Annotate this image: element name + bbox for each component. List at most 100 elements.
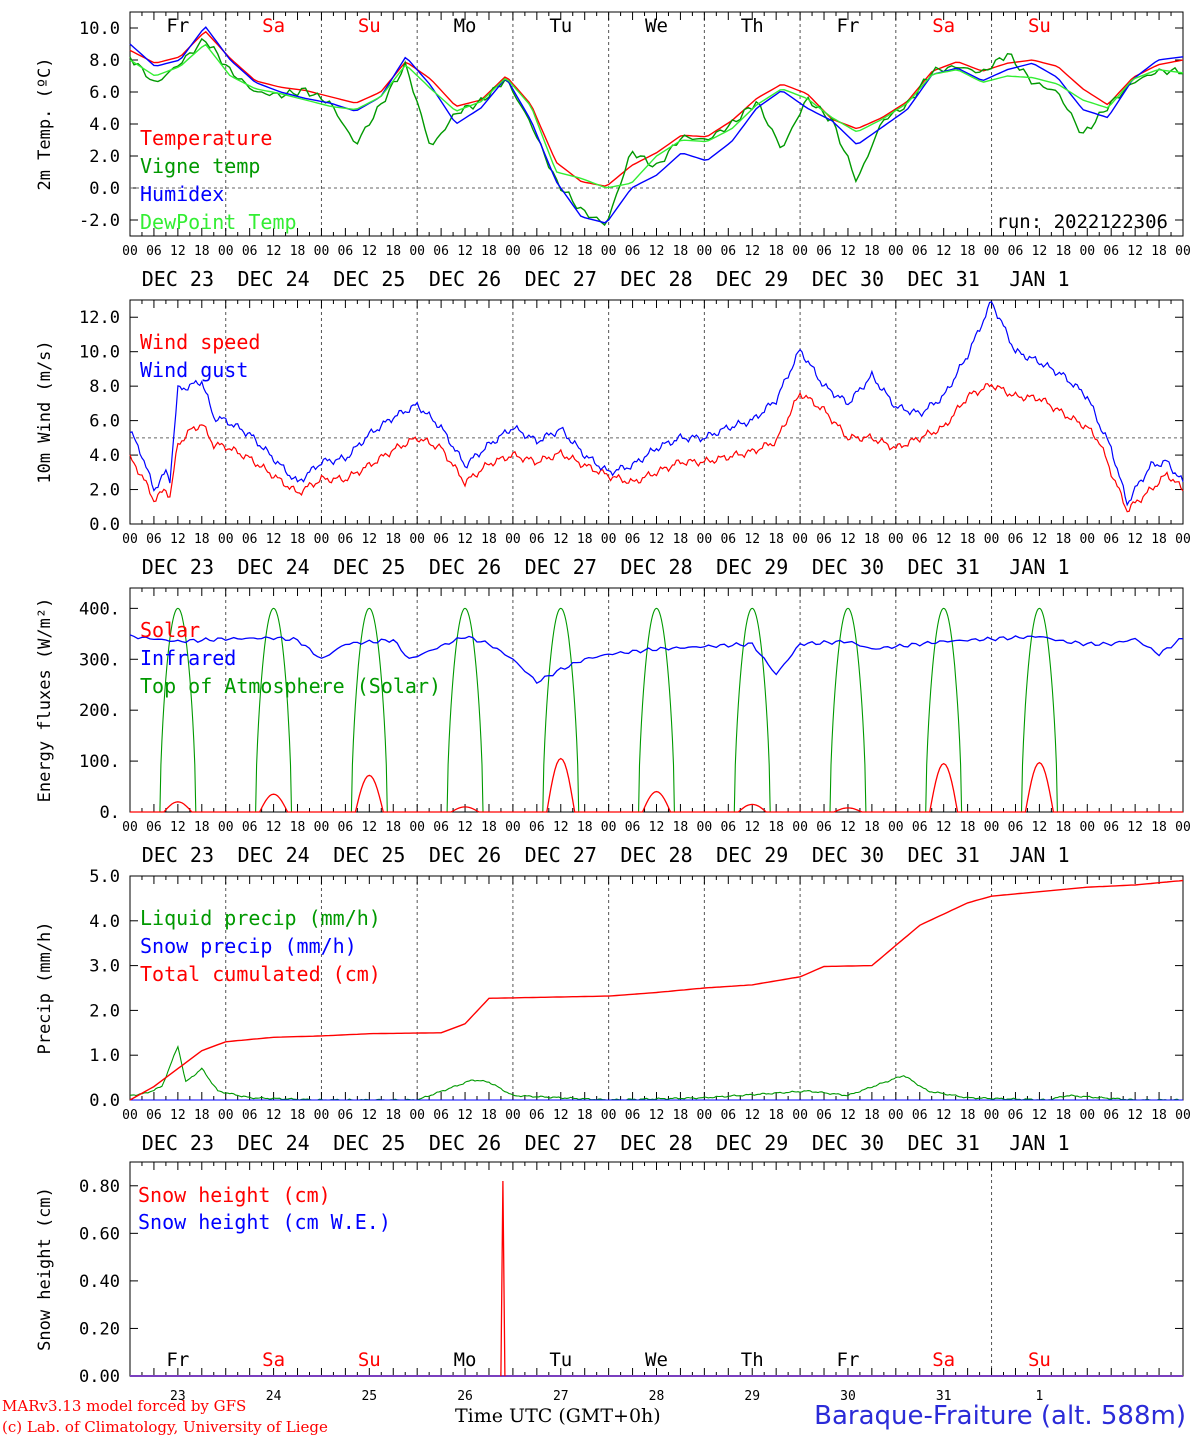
x-hour-label: 18 bbox=[194, 244, 210, 259]
legend-entry: Humidex bbox=[140, 182, 224, 206]
toa-solar-day-6 bbox=[733, 607, 771, 813]
y-tick-label: 0.80 bbox=[79, 1177, 120, 1197]
toa-solar-day-8 bbox=[925, 607, 963, 813]
x-hour-label: 00 bbox=[314, 532, 330, 547]
series-wind-speed bbox=[129, 383, 1184, 513]
x-hour-label: 06 bbox=[816, 820, 832, 835]
x-hour-label: 00 bbox=[409, 820, 425, 835]
y-tick-label: 0.40 bbox=[79, 1272, 120, 1292]
x-hour-label: 18 bbox=[194, 820, 210, 835]
x-hour-label: 18 bbox=[1056, 532, 1072, 547]
x-hour-label: 00 bbox=[505, 820, 521, 835]
x-hour-label: 18 bbox=[194, 532, 210, 547]
x-hour-label: 00 bbox=[1079, 820, 1095, 835]
x-hour-label: 06 bbox=[625, 820, 641, 835]
legend-entry: Liquid precip (mm/h) bbox=[140, 906, 381, 930]
x-hour-label: 00 bbox=[792, 1108, 808, 1123]
legend-entry: Temperature bbox=[140, 126, 272, 150]
x-hour-label: 00 bbox=[409, 244, 425, 259]
x-hour-label: 12 bbox=[840, 820, 856, 835]
x-hour-label: 00 bbox=[1079, 532, 1095, 547]
x-hour-label: 18 bbox=[864, 1108, 880, 1123]
x-hour-label: 12 bbox=[649, 820, 665, 835]
x-hour-label: 06 bbox=[1008, 532, 1024, 547]
series-solar bbox=[130, 757, 1183, 813]
x-hour-label: 18 bbox=[481, 532, 497, 547]
legend-entry: Snow height (cm) bbox=[138, 1183, 331, 1207]
weekday-label: Su bbox=[1028, 1349, 1051, 1371]
run-annotation: run: 2022122306 bbox=[996, 211, 1168, 233]
weekday-label: Mo bbox=[454, 1349, 477, 1371]
x-hour-label: 00 bbox=[218, 244, 234, 259]
x-hour-label: 18 bbox=[960, 820, 976, 835]
x-hour-label: 18 bbox=[481, 820, 497, 835]
x-date-label: DEC 25 bbox=[333, 843, 405, 867]
x-date-label: DEC 31 bbox=[908, 843, 980, 867]
panel-2-frame bbox=[129, 587, 1184, 813]
y-tick-label: 2.0 bbox=[89, 481, 120, 501]
y-tick-label: -2.0 bbox=[79, 211, 120, 231]
x-date-label: DEC 29 bbox=[716, 555, 788, 579]
x-date-label: DEC 27 bbox=[525, 555, 597, 579]
day-number-label: 31 bbox=[936, 1389, 952, 1404]
x-hour-label: 18 bbox=[290, 1108, 306, 1123]
x-hour-label: 18 bbox=[385, 244, 401, 259]
x-date-label: DEC 27 bbox=[525, 843, 597, 867]
x-hour-label: 00 bbox=[1175, 244, 1191, 259]
weekday-label: Tu bbox=[549, 1349, 572, 1371]
x-hour-label: 06 bbox=[338, 244, 354, 259]
panel-1-frame bbox=[129, 299, 1184, 525]
x-hour-label: 12 bbox=[170, 820, 186, 835]
x-hour-label: 00 bbox=[1175, 532, 1191, 547]
x-hour-label: 12 bbox=[744, 1108, 760, 1123]
x-hour-label: 00 bbox=[122, 1108, 138, 1123]
x-hour-label: 06 bbox=[816, 532, 832, 547]
x-hour-label: 00 bbox=[505, 532, 521, 547]
x-hour-label: 12 bbox=[170, 532, 186, 547]
y-tick-label: 400. bbox=[79, 599, 120, 619]
weekday-label: Su bbox=[358, 15, 381, 37]
x-hour-label: 12 bbox=[170, 1108, 186, 1123]
weekday-label: Sa bbox=[932, 15, 955, 37]
x-date-label: DEC 24 bbox=[237, 1131, 309, 1155]
x-hour-label: 06 bbox=[529, 1108, 545, 1123]
y-tick-label: 4.0 bbox=[89, 446, 120, 466]
y-axis-label: Energy fluxes (W/m²) bbox=[35, 598, 55, 803]
x-hour-label: 18 bbox=[960, 1108, 976, 1123]
x-hour-label: 06 bbox=[433, 244, 449, 259]
legend-entry: Snow height (cm W.E.) bbox=[138, 1210, 391, 1234]
y-axis-label: 10m Wind (m/s) bbox=[35, 340, 55, 483]
x-hour-label: 12 bbox=[553, 532, 569, 547]
x-date-label: JAN 1 bbox=[1009, 267, 1069, 291]
y-tick-label: 8.0 bbox=[89, 377, 120, 397]
x-hour-label: 18 bbox=[1056, 1108, 1072, 1123]
y-tick-label: 4.0 bbox=[89, 115, 120, 135]
x-hour-label: 06 bbox=[1103, 1108, 1119, 1123]
x-date-label: JAN 1 bbox=[1009, 843, 1069, 867]
x-hour-label: 00 bbox=[697, 820, 713, 835]
series-dewpoint-temp bbox=[129, 43, 1184, 189]
x-hour-label: 06 bbox=[433, 1108, 449, 1123]
weekday-label: Th bbox=[741, 15, 764, 37]
weekday-label: Mo bbox=[454, 15, 477, 37]
toa-solar-day-0 bbox=[159, 607, 197, 813]
x-hour-label: 06 bbox=[1103, 820, 1119, 835]
x-date-label: DEC 24 bbox=[237, 267, 309, 291]
y-tick-label: 3.0 bbox=[89, 957, 120, 977]
weekday-label: Su bbox=[358, 1349, 381, 1371]
y-tick-label: 0.0 bbox=[89, 1091, 120, 1111]
y-axis-label: 2m Temp. (ºC) bbox=[35, 57, 55, 190]
x-hour-label: 18 bbox=[481, 1108, 497, 1123]
x-hour-label: 00 bbox=[122, 532, 138, 547]
x-hour-label: 12 bbox=[744, 244, 760, 259]
x-hour-label: 00 bbox=[984, 244, 1000, 259]
x-date-label: DEC 30 bbox=[812, 843, 884, 867]
x-hour-label: 18 bbox=[385, 532, 401, 547]
x-hour-label: 06 bbox=[338, 532, 354, 547]
legend-entry: Vigne temp bbox=[140, 154, 260, 178]
weekday-label: Sa bbox=[262, 15, 285, 37]
x-hour-label: 18 bbox=[1151, 1108, 1167, 1123]
x-hour-label: 00 bbox=[888, 244, 904, 259]
x-date-label: DEC 28 bbox=[620, 843, 692, 867]
